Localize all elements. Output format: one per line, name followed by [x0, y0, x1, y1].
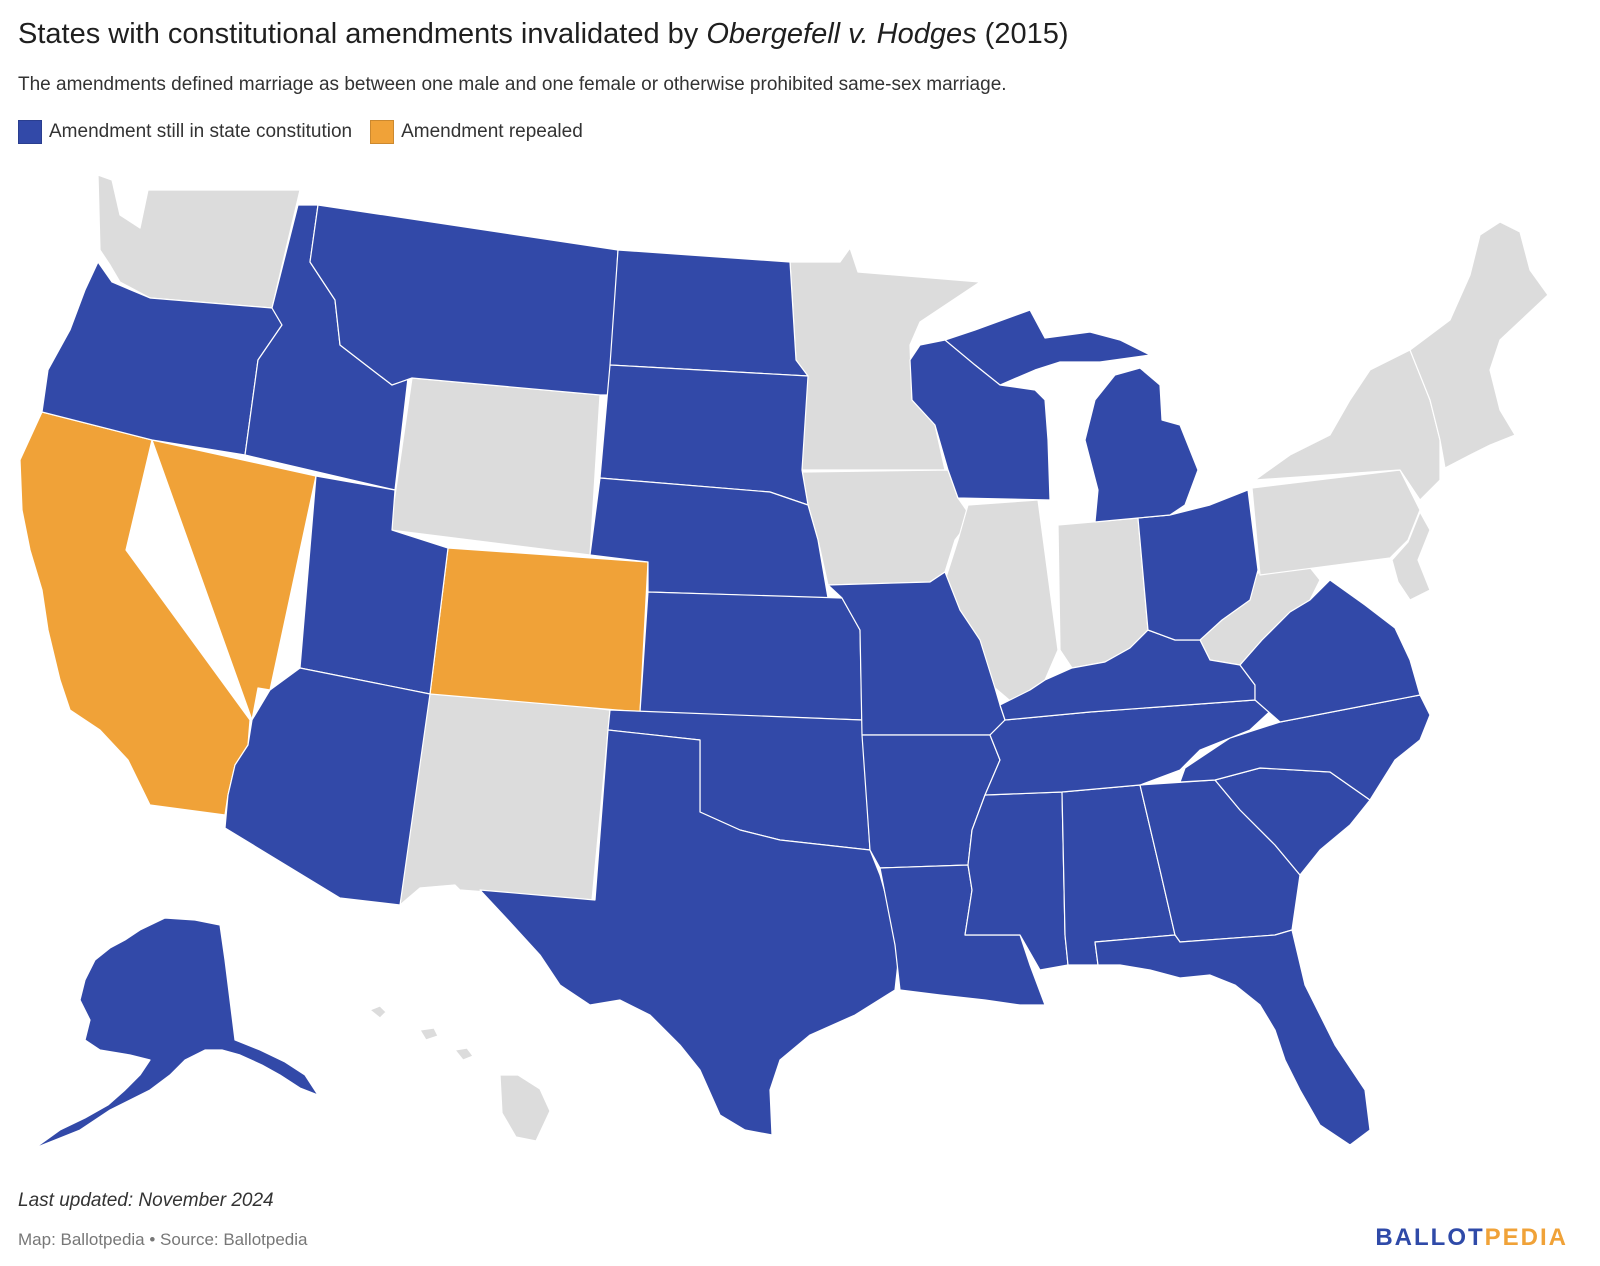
state-virginia	[1239, 579, 1421, 723]
map-subtitle: The amendments defined marriage as betwe…	[18, 74, 1007, 95]
title-prefix: States with constitutional amendments in…	[18, 18, 707, 50]
state-mid-atlantic	[1391, 511, 1431, 601]
state-nevada	[151, 439, 317, 721]
state-kentucky	[999, 629, 1256, 721]
ballotpedia-logo: BALLOTPEDIA	[1375, 1224, 1568, 1252]
last-updated: Last updated: November 2024	[18, 1190, 274, 1211]
legend-label-still: Amendment still in state constitution	[49, 121, 353, 142]
legend-item-repealed: Amendment repealed	[370, 120, 583, 144]
state-arizona	[224, 667, 431, 906]
map-title: States with constitutional amendments in…	[18, 18, 1069, 51]
legend-label-repealed: Amendment repealed	[401, 121, 583, 142]
legend-swatch-repealed	[370, 120, 395, 144]
state-texas	[479, 729, 901, 1136]
state-kansas	[639, 591, 863, 721]
logo-part-pedia: PEDIA	[1484, 1224, 1568, 1251]
title-suffix: (2015)	[976, 18, 1069, 50]
state-ohio	[1137, 489, 1259, 641]
state-colorado	[429, 547, 649, 713]
title-case-name: Obergefell v. Hodges	[706, 18, 977, 50]
legend-swatch-still	[18, 120, 42, 144]
state-new-england	[1409, 221, 1549, 469]
state-california	[19, 411, 251, 816]
legend-item-still: Amendment still in state constitution	[18, 120, 352, 144]
source-credit: Map: Ballotpedia • Source: Ballotpedia	[18, 1230, 308, 1249]
state-new-mexico	[399, 687, 611, 906]
state-hawaii	[369, 1005, 551, 1142]
state-wyoming	[389, 377, 601, 556]
logo-part-ballot: BALLOT	[1375, 1224, 1485, 1251]
legend: Amendment still in state constitution Am…	[18, 120, 601, 144]
state-wisconsin	[909, 339, 1051, 501]
state-florida	[1094, 929, 1371, 1146]
state-iowa	[801, 469, 973, 586]
state-washington	[97, 174, 301, 309]
state-north-dakota	[609, 249, 809, 377]
state-alaska	[34, 917, 319, 1149]
